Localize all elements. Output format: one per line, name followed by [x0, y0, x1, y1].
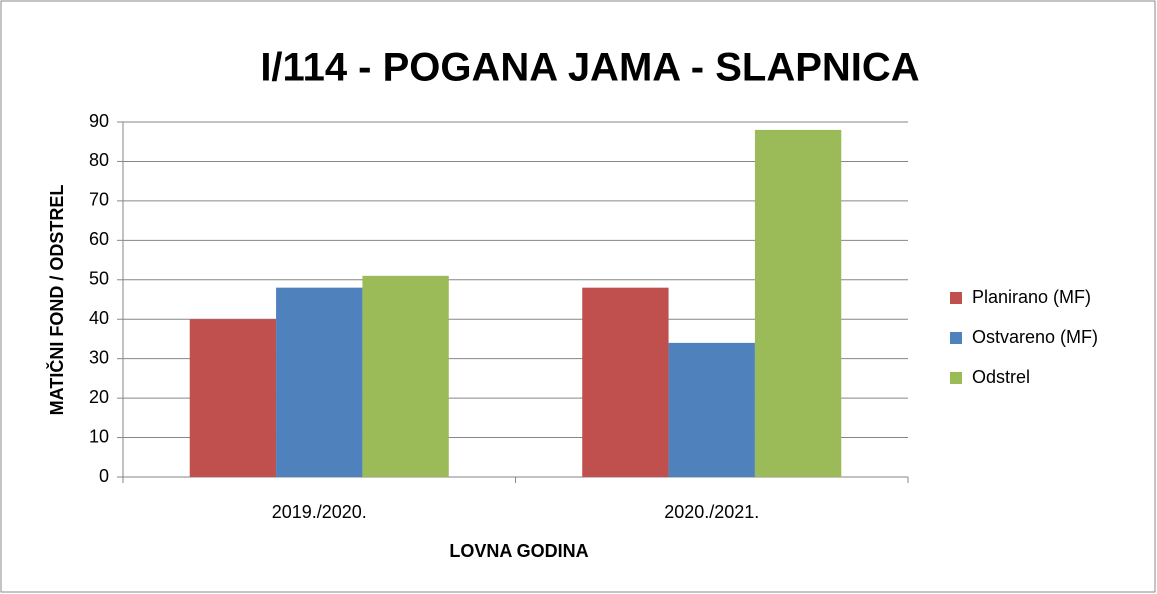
- y-tick-label: 20: [89, 387, 109, 407]
- bar: [754, 129, 842, 477]
- legend-label: Odstrel: [972, 367, 1030, 387]
- y-tick-label: 10: [89, 426, 109, 446]
- y-tick-label: 30: [89, 347, 109, 367]
- legend-swatch: [950, 372, 962, 384]
- y-tick-label: 90: [89, 111, 109, 131]
- y-tick-label: 60: [89, 229, 109, 249]
- bar: [668, 342, 755, 477]
- legend-label: Planirano (MF): [972, 287, 1091, 307]
- chart-title: I/114 - POGANA JAMA - SLAPNICA: [260, 46, 919, 90]
- bar: [582, 287, 669, 477]
- x-axis-label: LOVNA GODINA: [449, 541, 588, 561]
- legend-swatch: [950, 332, 962, 344]
- legend-swatch: [950, 292, 962, 304]
- bar: [276, 287, 363, 477]
- y-tick-label: 70: [89, 190, 109, 210]
- y-axis-label: MATIČNI FOND / ODSTREL: [46, 185, 67, 416]
- bar: [189, 319, 277, 477]
- bar: [362, 275, 449, 477]
- legend-label: Ostvareno (MF): [972, 327, 1098, 347]
- y-tick-label: 50: [89, 269, 109, 289]
- y-tick-label: 80: [89, 150, 109, 170]
- y-tick-label: 40: [89, 308, 109, 328]
- x-tick-label: 2020./2021.: [664, 502, 759, 522]
- y-tick-label: 0: [99, 466, 109, 486]
- x-tick-label: 2019./2020.: [272, 502, 367, 522]
